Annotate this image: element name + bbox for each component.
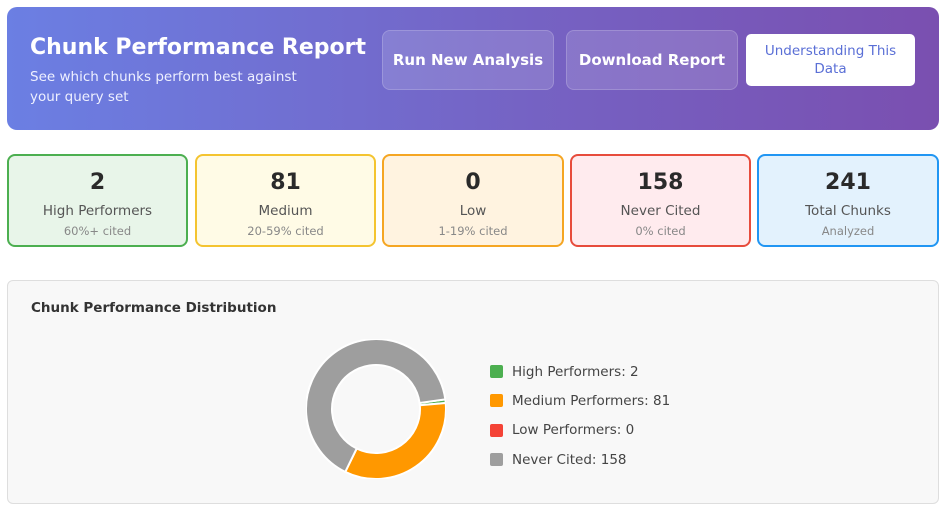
donut-chart	[306, 339, 446, 479]
stat-value: 241	[825, 170, 871, 195]
stat-card-high: 2 High Performers 60%+ cited	[7, 154, 188, 247]
stat-label: Never Cited	[620, 203, 701, 219]
legend-item-medium: Medium Performers: 81	[490, 386, 670, 415]
donut-slice-medium-performers	[343, 401, 446, 479]
stat-label: Medium	[258, 203, 313, 219]
stat-card-never-cited: 158 Never Cited 0% cited	[570, 154, 751, 247]
page-title: Chunk Performance Report	[30, 35, 366, 60]
download-report-button[interactable]: Download Report	[566, 30, 738, 90]
legend-item-high: High Performers: 2	[490, 357, 670, 386]
stat-card-total: 241 Total Chunks Analyzed	[757, 154, 939, 247]
stat-value: 0	[465, 170, 481, 195]
legend-swatch	[490, 453, 503, 467]
stat-sublabel: Analyzed	[821, 224, 875, 238]
legend-swatch	[490, 365, 503, 379]
legend-item-never-cited: Never Cited: 158	[490, 445, 670, 474]
legend-label: High Performers: 2	[512, 363, 639, 380]
stat-label: High Performers	[42, 203, 153, 219]
legend-label: Low Performers: 0	[512, 422, 635, 439]
report-header: Chunk Performance Report See which chunk…	[7, 7, 939, 130]
stat-value: 81	[270, 170, 301, 195]
donut-slice-never-cited	[306, 339, 446, 474]
legend-label: Never Cited: 158	[512, 451, 627, 468]
run-new-analysis-button[interactable]: Run New Analysis	[382, 30, 554, 90]
legend-item-low: Low Performers: 0	[490, 416, 670, 445]
page-subtitle: See which chunks perform best against yo…	[30, 69, 297, 105]
stat-card-medium: 81 Medium 20-59% cited	[195, 154, 376, 247]
stat-label: Low	[459, 203, 487, 219]
legend-swatch	[490, 423, 503, 437]
stat-value: 2	[89, 170, 106, 195]
stat-value: 158	[637, 170, 684, 195]
stat-sublabel: 0% cited	[635, 224, 686, 238]
stat-sublabel: 20-59% cited	[247, 224, 324, 238]
chart-legend: High Performers: 2 Medium Performers: 81…	[490, 357, 670, 474]
understanding-data-button[interactable]: Understanding This Data	[746, 34, 915, 86]
stat-card-low: 0 Low 1-19% cited	[382, 154, 564, 247]
distribution-panel: Chunk Performance Distribution High Perf…	[7, 280, 939, 504]
stat-sublabel: 60%+ cited	[63, 224, 132, 238]
stat-label: Total Chunks	[805, 203, 891, 219]
legend-swatch	[490, 394, 503, 408]
legend-label: Medium Performers: 81	[512, 392, 671, 409]
stat-sublabel: 1-19% cited	[438, 224, 508, 238]
panel-title: Chunk Performance Distribution	[31, 300, 277, 316]
